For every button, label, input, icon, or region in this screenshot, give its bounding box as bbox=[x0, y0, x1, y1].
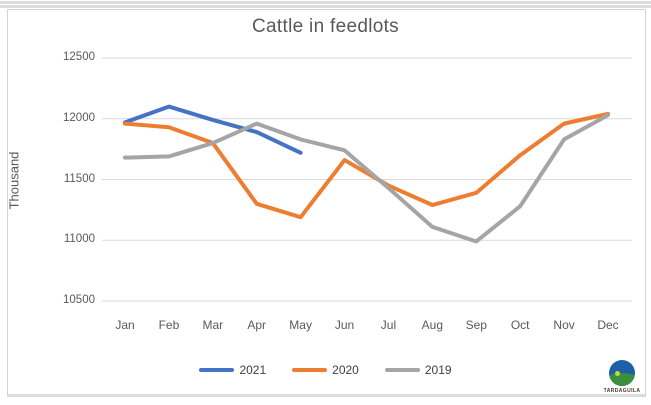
y-tick-label-11500: 11500 bbox=[63, 172, 95, 185]
x-tick-label-nov: Nov bbox=[553, 318, 575, 332]
x-tick-label-dec: Dec bbox=[597, 318, 619, 332]
hill-shape bbox=[609, 373, 635, 386]
window-top-border-line bbox=[0, 1, 651, 4]
y-tick-label-10500: 10500 bbox=[63, 294, 95, 306]
y-tick-label-11000: 11000 bbox=[63, 233, 95, 246]
series-line-2019 bbox=[123, 113, 610, 244]
legend-label-2019: 2019 bbox=[424, 363, 452, 377]
series-line-2020 bbox=[123, 111, 610, 220]
legend-swatch-2020 bbox=[292, 368, 328, 372]
y-tick-label-12000: 12000 bbox=[63, 111, 95, 124]
x-tick-label-sep: Sep bbox=[465, 318, 487, 332]
y-tick-label-12500: 12500 bbox=[63, 51, 95, 63]
sun-dot bbox=[615, 371, 620, 376]
globe-icon bbox=[609, 360, 635, 386]
x-tick-label-aug: Aug bbox=[421, 318, 444, 332]
tardaguila-logo: TARDAGUILA bbox=[598, 360, 646, 400]
x-tick-label-may: May bbox=[289, 318, 312, 332]
chart-title: Cattle in feedlots bbox=[252, 16, 399, 37]
logo-text: TARDAGUILA bbox=[603, 388, 641, 394]
legend-item-2020: 2020 bbox=[292, 363, 359, 377]
legend-swatch-2019 bbox=[384, 368, 420, 372]
chart-legend: 2021 2020 2019 bbox=[0, 363, 651, 377]
x-tick-label-mar: Mar bbox=[202, 318, 224, 332]
legend-label-2021: 2021 bbox=[239, 363, 267, 377]
x-tick-label-jan: Jan bbox=[115, 318, 135, 332]
legend-swatch-2021 bbox=[199, 368, 235, 372]
window-top-border bbox=[0, 0, 651, 9]
legend-item-2019: 2019 bbox=[384, 363, 452, 377]
legend-label-2020: 2020 bbox=[332, 363, 359, 377]
x-tick-label-jul: Jul bbox=[380, 318, 397, 332]
window-top-border-line bbox=[0, 5, 651, 8]
x-tick-label-apr: Apr bbox=[247, 318, 267, 332]
legend-item-2021: 2021 bbox=[199, 363, 266, 377]
chart-frame bbox=[7, 9, 646, 397]
x-tick-label-oct: Oct bbox=[510, 318, 530, 332]
x-tick-label-jun: Jun bbox=[334, 318, 355, 332]
y-axis-title: Thousand bbox=[6, 151, 22, 210]
series-line-2021 bbox=[123, 104, 303, 155]
x-tick-label-feb: Feb bbox=[158, 318, 180, 332]
